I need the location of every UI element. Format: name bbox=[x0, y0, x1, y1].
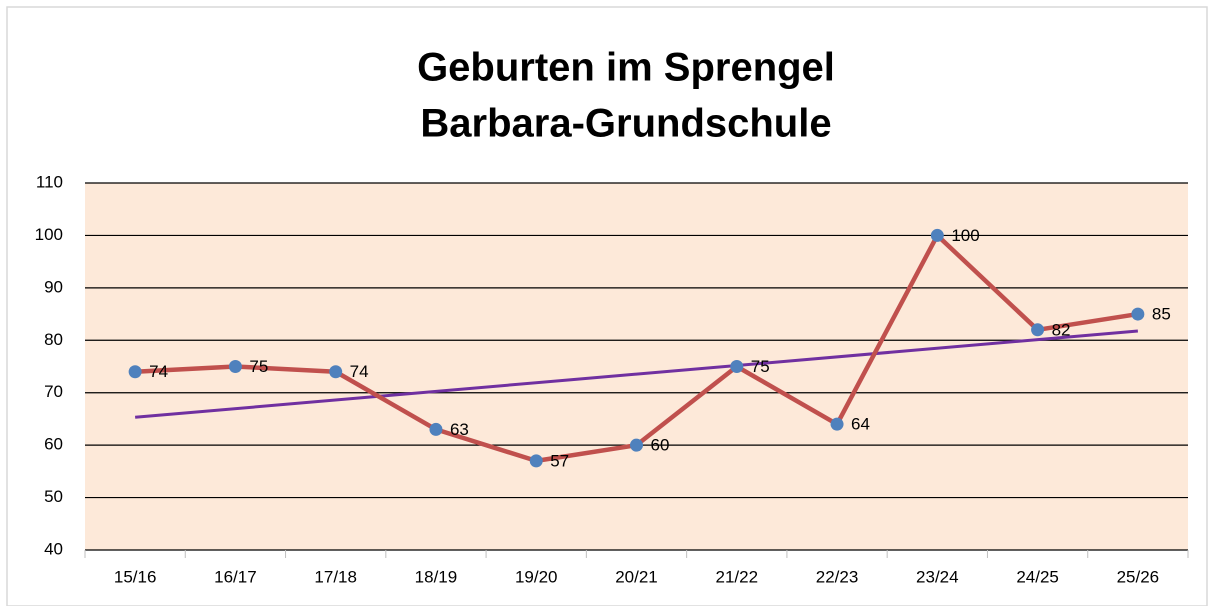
data-point bbox=[128, 365, 142, 379]
chart-title: Barbara-Grundschule bbox=[420, 102, 831, 146]
y-tick-label: 50 bbox=[44, 487, 63, 506]
chart-title: Geburten im Sprengel bbox=[417, 46, 835, 90]
data-label: 74 bbox=[149, 362, 168, 381]
y-tick-label: 70 bbox=[44, 382, 63, 401]
data-label: 57 bbox=[550, 451, 569, 470]
data-label: 75 bbox=[751, 357, 770, 376]
y-tick-label: 60 bbox=[44, 435, 63, 454]
y-tick-label: 100 bbox=[35, 225, 63, 244]
x-tick-label: 22/23 bbox=[816, 567, 859, 586]
data-point bbox=[429, 422, 443, 436]
data-label: 63 bbox=[450, 420, 469, 439]
trendline bbox=[135, 329, 1138, 419]
data-point bbox=[529, 454, 543, 468]
data-label: 82 bbox=[1052, 320, 1071, 339]
y-tick-label: 40 bbox=[44, 539, 63, 558]
x-tick-label: 19/20 bbox=[515, 567, 558, 586]
x-tick-label: 16/17 bbox=[214, 567, 257, 586]
data-point bbox=[830, 417, 844, 431]
data-label: 100 bbox=[951, 226, 979, 245]
data-label: 74 bbox=[350, 362, 369, 381]
data-point bbox=[1131, 307, 1145, 321]
data-point bbox=[329, 365, 343, 379]
y-tick-label: 90 bbox=[44, 277, 63, 296]
data-point bbox=[730, 360, 744, 373]
data-label: 60 bbox=[651, 436, 670, 455]
x-tick-label: 17/18 bbox=[314, 567, 357, 586]
x-tick-label: 21/22 bbox=[715, 567, 758, 586]
y-tick-label: 110 bbox=[36, 172, 63, 191]
x-tick-label: 20/21 bbox=[615, 567, 658, 586]
data-label: 75 bbox=[249, 357, 268, 376]
data-point bbox=[1031, 323, 1045, 337]
x-tick-label: 23/24 bbox=[916, 567, 959, 586]
data-point bbox=[228, 360, 242, 373]
y-tick-label: 80 bbox=[44, 330, 63, 349]
data-point bbox=[930, 228, 944, 242]
data-label: 64 bbox=[851, 415, 870, 434]
data-point bbox=[630, 438, 643, 452]
x-tick-label: 25/26 bbox=[1117, 567, 1160, 586]
x-tick-label: 15/16 bbox=[114, 567, 157, 586]
data-label: 85 bbox=[1152, 305, 1171, 324]
x-tick-label: 24/25 bbox=[1016, 567, 1059, 586]
x-tick-label: 18/19 bbox=[415, 567, 458, 586]
